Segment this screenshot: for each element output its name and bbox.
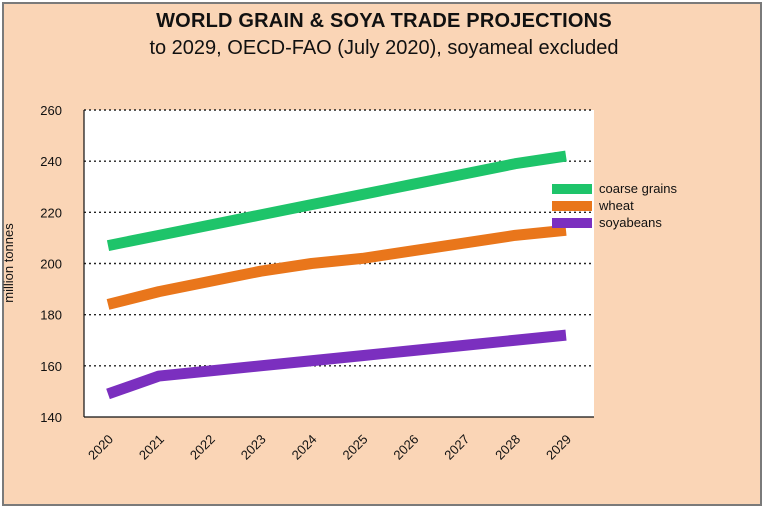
legend-swatch	[552, 218, 592, 228]
y-axis-ticks: 140 160 180 200 220 240 260	[40, 103, 62, 425]
chart-subtitle: to 2029, OECD-FAO (July 2020), soyameal …	[149, 37, 619, 59]
legend-swatch	[552, 184, 592, 194]
y-tick-label: 140	[40, 410, 62, 425]
y-tick-label: 240	[40, 154, 62, 169]
x-tick-label: 2025	[340, 432, 371, 463]
chart-title: WORLD GRAIN & SOYA TRADE PROJECTIONS	[156, 10, 612, 32]
legend-label: wheat	[598, 198, 634, 213]
x-tick-label: 2026	[390, 432, 421, 463]
y-tick-label: 160	[40, 359, 62, 374]
y-tick-label: 180	[40, 308, 62, 323]
series-lines	[106, 150, 567, 400]
legend-swatch	[552, 201, 592, 211]
x-axis-ticks: 2020 2021 2022 2023 2024 2025 2026 2027 2028 2029	[85, 432, 574, 463]
legend-label: coarse grains	[599, 181, 678, 196]
legend: coarse grains wheat soyabeans	[552, 181, 678, 230]
y-tick-label: 220	[40, 205, 62, 220]
series-line-soyabeans	[106, 329, 567, 400]
legend-label: soyabeans	[599, 215, 662, 230]
y-tick-label: 260	[40, 103, 62, 118]
x-tick-label: 2029	[543, 432, 574, 463]
x-tick-label: 2028	[492, 432, 523, 463]
x-tick-label: 2023	[238, 432, 269, 463]
x-tick-label: 2027	[441, 432, 472, 463]
x-tick-label: 2021	[136, 432, 167, 463]
x-tick-label: 2020	[85, 432, 116, 463]
series-line-coarse-grains	[106, 150, 567, 251]
x-tick-label: 2024	[289, 432, 320, 463]
y-axis-label: million tonnes	[1, 223, 16, 303]
y-tick-label: 200	[40, 257, 62, 272]
series-line-wheat	[106, 224, 567, 310]
x-tick-label: 2022	[187, 432, 218, 463]
